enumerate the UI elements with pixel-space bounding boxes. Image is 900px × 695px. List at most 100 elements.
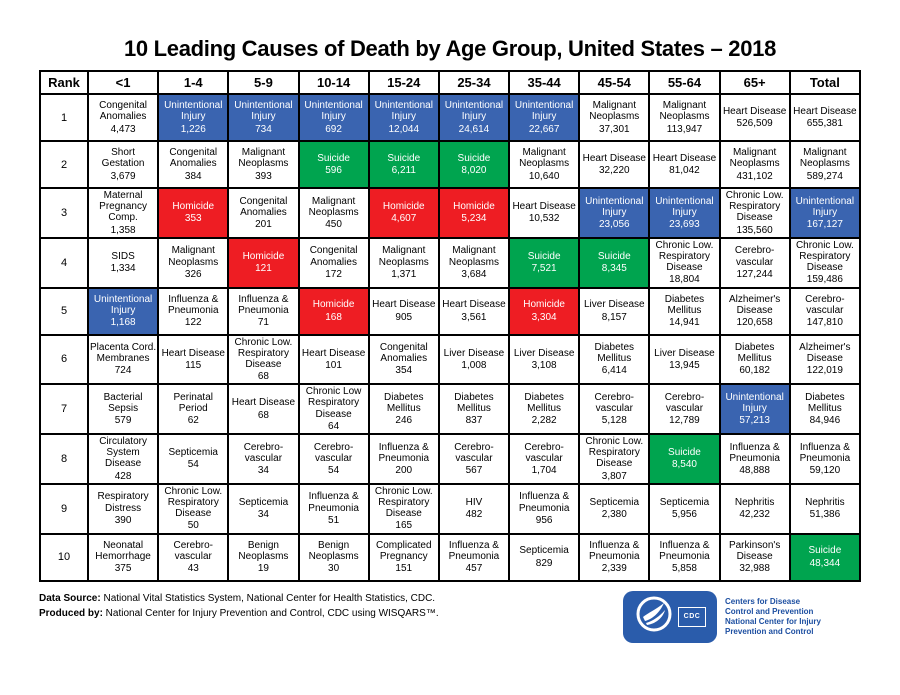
data-source-line: Data Source: National Vital Statistics S… bbox=[39, 591, 439, 606]
cause-label: Unintentional Injury bbox=[655, 195, 714, 218]
column-header: 15-24 bbox=[367, 70, 440, 95]
cause-cell: Heart Disease 81,042 bbox=[648, 140, 721, 189]
cause-cell: Unintentional Injury 1,226 bbox=[157, 93, 230, 142]
cause-cell: Suicide 596 bbox=[297, 140, 370, 189]
causes-table-body: 1 Congenital Anomalies 4,473 Unintentional … bbox=[39, 93, 862, 582]
death-count: 57,213 bbox=[739, 415, 770, 427]
cause-label: Homicide bbox=[453, 201, 495, 213]
cause-label: Suicide bbox=[527, 250, 561, 262]
death-count: 122 bbox=[184, 317, 202, 329]
death-count: 172 bbox=[325, 268, 342, 280]
cause-cell: Liver Disease 3,108 bbox=[508, 333, 581, 386]
cause-cell: Septicemia 829 bbox=[508, 532, 581, 582]
cause-cell: Cerebro- vascular 34 bbox=[227, 433, 300, 485]
cause-cell: Influenza & Pneumonia 2,339 bbox=[578, 532, 651, 582]
cause-cell: Malignant Neoplasms 393 bbox=[227, 140, 300, 189]
death-count: 596 bbox=[325, 165, 342, 176]
death-count: 32,220 bbox=[598, 165, 630, 176]
cause-label: Suicide bbox=[457, 152, 491, 164]
cause-cell: Circulatory System Disease 428 bbox=[86, 433, 160, 485]
death-count: 246 bbox=[395, 415, 413, 427]
cause-label: Cerebro- vascular bbox=[173, 539, 213, 562]
cause-label: Malignant Neoplasms bbox=[519, 147, 570, 170]
cause-cell: Chronic Low. Respiratory Disease 165 bbox=[367, 482, 440, 535]
cause-cell: Suicide 7,521 bbox=[508, 236, 581, 289]
cause-label: Unintentional Injury bbox=[374, 100, 433, 123]
cause-cell: Diabetes Mellitus 60,182 bbox=[718, 333, 791, 386]
cause-cell: Influenza & Pneumonia 48,888 bbox=[718, 433, 791, 485]
death-count: 64 bbox=[328, 420, 340, 432]
death-count: 589,274 bbox=[806, 170, 843, 182]
table-row: 3 Maternal Pregnancy Comp. 1,358 Homicide 35… bbox=[39, 187, 862, 239]
death-count: 43 bbox=[187, 563, 199, 575]
cause-label: Perinatal Period bbox=[173, 391, 213, 415]
death-count: 5,858 bbox=[671, 563, 697, 575]
header-row: Rank <1 1-4 5-9 10-14 15-24 25-34 35-44 45-54 55-… bbox=[39, 70, 862, 95]
logo-text-line: National Center for Injury bbox=[724, 616, 821, 626]
cause-label: Congenital Anomalies bbox=[379, 342, 428, 365]
cause-cell: Nephritis 42,232 bbox=[718, 482, 791, 535]
cause-cell: Neonatal Hemorrhage 375 bbox=[86, 532, 160, 582]
death-count: 837 bbox=[465, 415, 483, 427]
cause-label: Chronic Low Respiratory Disease bbox=[305, 386, 362, 420]
cause-cell: Chronic Low. Respiratory Disease 50 bbox=[157, 482, 230, 535]
cause-cell: Homicide 121 bbox=[227, 236, 300, 289]
death-count: 19 bbox=[257, 563, 269, 575]
cause-cell: Heart Disease 101 bbox=[297, 333, 370, 386]
death-count: 12,789 bbox=[669, 415, 700, 427]
cause-label: Placenta Cord. Membranes bbox=[90, 342, 157, 365]
cause-label: Malignant Neoplasms bbox=[659, 100, 710, 123]
cause-label: Malignant Neoplasms bbox=[238, 147, 289, 170]
cause-cell: Homicide 5,234 bbox=[437, 187, 511, 239]
cause-label: Liver Disease bbox=[513, 347, 575, 359]
cause-cell: Chronic Low Respiratory Disease 64 bbox=[297, 383, 370, 435]
cause-cell: Bacterial Sepsis 579 bbox=[86, 383, 160, 435]
cause-cell: Malignant Neoplasms 10,640 bbox=[508, 140, 581, 189]
cause-cell: Unintentional Injury 23,693 bbox=[648, 187, 721, 239]
cause-cell: Suicide 48,344 bbox=[788, 532, 862, 582]
cause-label: Malignant Neoplasms bbox=[729, 147, 780, 170]
cause-cell: Liver Disease 1,008 bbox=[437, 333, 511, 386]
cause-label: Homicide bbox=[523, 299, 565, 311]
produced-by-text: National Center for Injury Prevention an… bbox=[102, 607, 439, 619]
cause-cell: Heart Disease 115 bbox=[157, 333, 230, 386]
logo-text-line: Control and Prevention bbox=[724, 606, 814, 616]
cause-label: Malignant Neoplasms bbox=[589, 100, 640, 123]
cause-cell: Congenital Anomalies 354 bbox=[367, 333, 440, 386]
death-count: 692 bbox=[325, 123, 342, 135]
death-count: 12,044 bbox=[388, 123, 420, 135]
death-count: 147,810 bbox=[806, 317, 843, 329]
cause-label: Bacterial Sepsis bbox=[103, 391, 143, 415]
cause-label: Septicemia bbox=[519, 545, 569, 557]
death-count: 450 bbox=[325, 218, 342, 230]
cause-label: Malignant Neoplasms bbox=[168, 245, 219, 268]
cause-cell: Chronic Low. Respiratory Disease 135,560 bbox=[718, 187, 791, 239]
cause-label: Influenza & Pneumonia bbox=[588, 539, 640, 562]
cause-cell: Influenza & Pneumonia 51 bbox=[297, 482, 370, 535]
death-count: 3,304 bbox=[531, 311, 557, 323]
death-count: 1,358 bbox=[110, 224, 136, 236]
cause-cell: Unintentional Injury 1,168 bbox=[86, 286, 160, 336]
cause-cell: Alzheimer's Disease 122,019 bbox=[788, 333, 862, 386]
cause-label: Neonatal Hemorrhage bbox=[95, 539, 151, 562]
cause-cell: SIDS 1,334 bbox=[86, 236, 160, 289]
cause-label: Septicemia bbox=[659, 496, 710, 508]
cause-label: Homicide bbox=[312, 299, 355, 311]
cause-label: Unintentional Injury bbox=[234, 100, 293, 123]
death-count: 8,157 bbox=[601, 311, 627, 323]
death-count: 135,560 bbox=[736, 224, 773, 236]
cause-label: Malignant Neoplasms bbox=[799, 147, 850, 170]
cause-label: Unintentional Injury bbox=[514, 100, 574, 123]
cause-label: Unintentional Injury bbox=[585, 195, 644, 218]
death-count: 353 bbox=[184, 213, 202, 225]
cause-cell: Chronic Low. Respiratory Disease 68 bbox=[227, 333, 300, 386]
cause-cell: Influenza & Pneumonia 5,858 bbox=[648, 532, 721, 582]
death-count: 1,008 bbox=[461, 359, 487, 371]
cause-cell: Benign Neoplasms 19 bbox=[227, 532, 300, 582]
cause-label: Influenza & Pneumonia bbox=[167, 293, 219, 316]
cause-cell: Septicemia 2,380 bbox=[578, 482, 651, 535]
death-count: 23,693 bbox=[669, 218, 700, 230]
cause-label: Diabetes Mellitus bbox=[594, 342, 635, 365]
cause-label: Diabetes Mellitus bbox=[384, 391, 424, 415]
cdc-mini-logo-icon: CDC bbox=[677, 606, 706, 627]
